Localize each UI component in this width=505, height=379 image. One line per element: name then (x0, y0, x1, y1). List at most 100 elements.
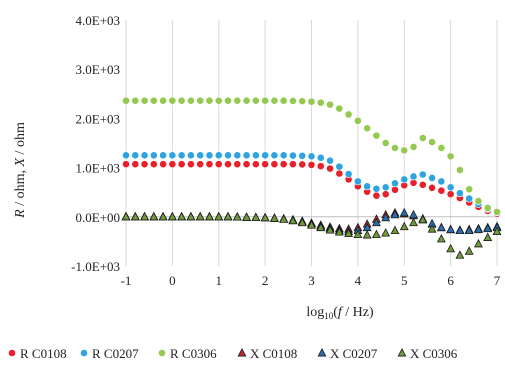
data-point (446, 190, 455, 199)
data-point (436, 222, 446, 232)
data-point (326, 100, 334, 109)
data-point (279, 151, 288, 160)
data-point (131, 160, 140, 169)
y-label-tail: / ohm (13, 122, 28, 158)
data-point (196, 160, 205, 169)
data-point (372, 191, 381, 200)
legend-marker (8, 349, 16, 357)
series-5 (121, 211, 502, 259)
x-tick-label: -1 (121, 273, 132, 288)
data-point (205, 96, 214, 105)
data-point (177, 151, 186, 160)
y-axis-label: R / ohm, X / ohm (13, 122, 28, 219)
data-point (326, 156, 334, 165)
data-point (335, 104, 344, 113)
data-point (288, 215, 298, 225)
y-tick-label: 3.0E+03 (75, 62, 120, 77)
y-tick-label: 0.0E+00 (75, 210, 120, 225)
data-point (149, 151, 158, 160)
data-point (187, 160, 195, 169)
data-point (335, 162, 344, 171)
data-point (381, 228, 391, 237)
data-point (307, 97, 316, 106)
data-point (474, 197, 483, 205)
legend-marker (80, 349, 88, 357)
x-tick-label: 4 (355, 273, 362, 288)
data-point (261, 160, 270, 169)
data-point (455, 225, 465, 235)
data-point (205, 160, 214, 169)
data-point (353, 116, 362, 125)
data-point (298, 97, 307, 106)
data-point (464, 246, 474, 255)
data-point (427, 224, 437, 233)
data-point (335, 169, 344, 178)
data-point (251, 160, 260, 169)
x-label-paren: ( (333, 305, 338, 320)
data-point (418, 214, 428, 224)
data-point (223, 211, 233, 221)
data-point (372, 131, 381, 140)
data-point (251, 212, 261, 222)
data-point (418, 170, 427, 179)
data-point (344, 170, 353, 178)
data-point (474, 238, 483, 248)
data-point (195, 211, 205, 221)
x-tick-label: 5 (401, 273, 408, 288)
data-point (177, 211, 187, 221)
data-point (214, 151, 223, 160)
data-point (334, 227, 344, 236)
data-point (325, 225, 335, 234)
data-point (131, 96, 140, 105)
data-point (409, 217, 418, 227)
data-point (381, 139, 390, 147)
data-point (418, 180, 427, 189)
x-tick-label: 2 (262, 273, 269, 288)
data-point (465, 185, 474, 194)
legend-label: X C0108 (250, 346, 297, 361)
data-point (409, 172, 418, 181)
data-point (353, 229, 363, 238)
data-point (279, 96, 288, 105)
data-point (242, 212, 251, 221)
data-point (474, 224, 483, 234)
data-point (437, 186, 446, 195)
data-point (362, 230, 372, 239)
data-point (242, 96, 251, 105)
data-point (187, 151, 195, 160)
data-point (140, 96, 149, 105)
data-point (205, 151, 214, 160)
data-point (261, 151, 270, 160)
data-point (492, 226, 502, 236)
data-point (437, 177, 446, 186)
x-label-sub: 10 (324, 311, 334, 321)
data-point (140, 211, 149, 221)
data-point (196, 96, 205, 105)
data-point (316, 162, 325, 171)
x-tick-label: 7 (494, 273, 501, 288)
data-point (121, 211, 131, 221)
legend-marker (397, 348, 407, 357)
data-point (158, 211, 168, 221)
legend-label: X C0306 (410, 346, 458, 361)
data-point (187, 96, 195, 105)
data-point (307, 220, 316, 229)
x-label-prefix: log (306, 305, 324, 320)
x-tick-label: 0 (169, 273, 176, 288)
data-point (214, 160, 223, 169)
data-point (140, 151, 149, 160)
data-point (214, 96, 223, 105)
data-point (167, 211, 177, 221)
data-point (363, 182, 372, 191)
data-point (464, 225, 474, 235)
data-point (251, 96, 260, 105)
data-point (149, 160, 158, 169)
data-point (326, 164, 334, 173)
data-point (224, 160, 232, 169)
data-point (418, 134, 427, 142)
data-point (483, 223, 493, 233)
data-point (224, 151, 232, 160)
data-point (269, 213, 279, 222)
